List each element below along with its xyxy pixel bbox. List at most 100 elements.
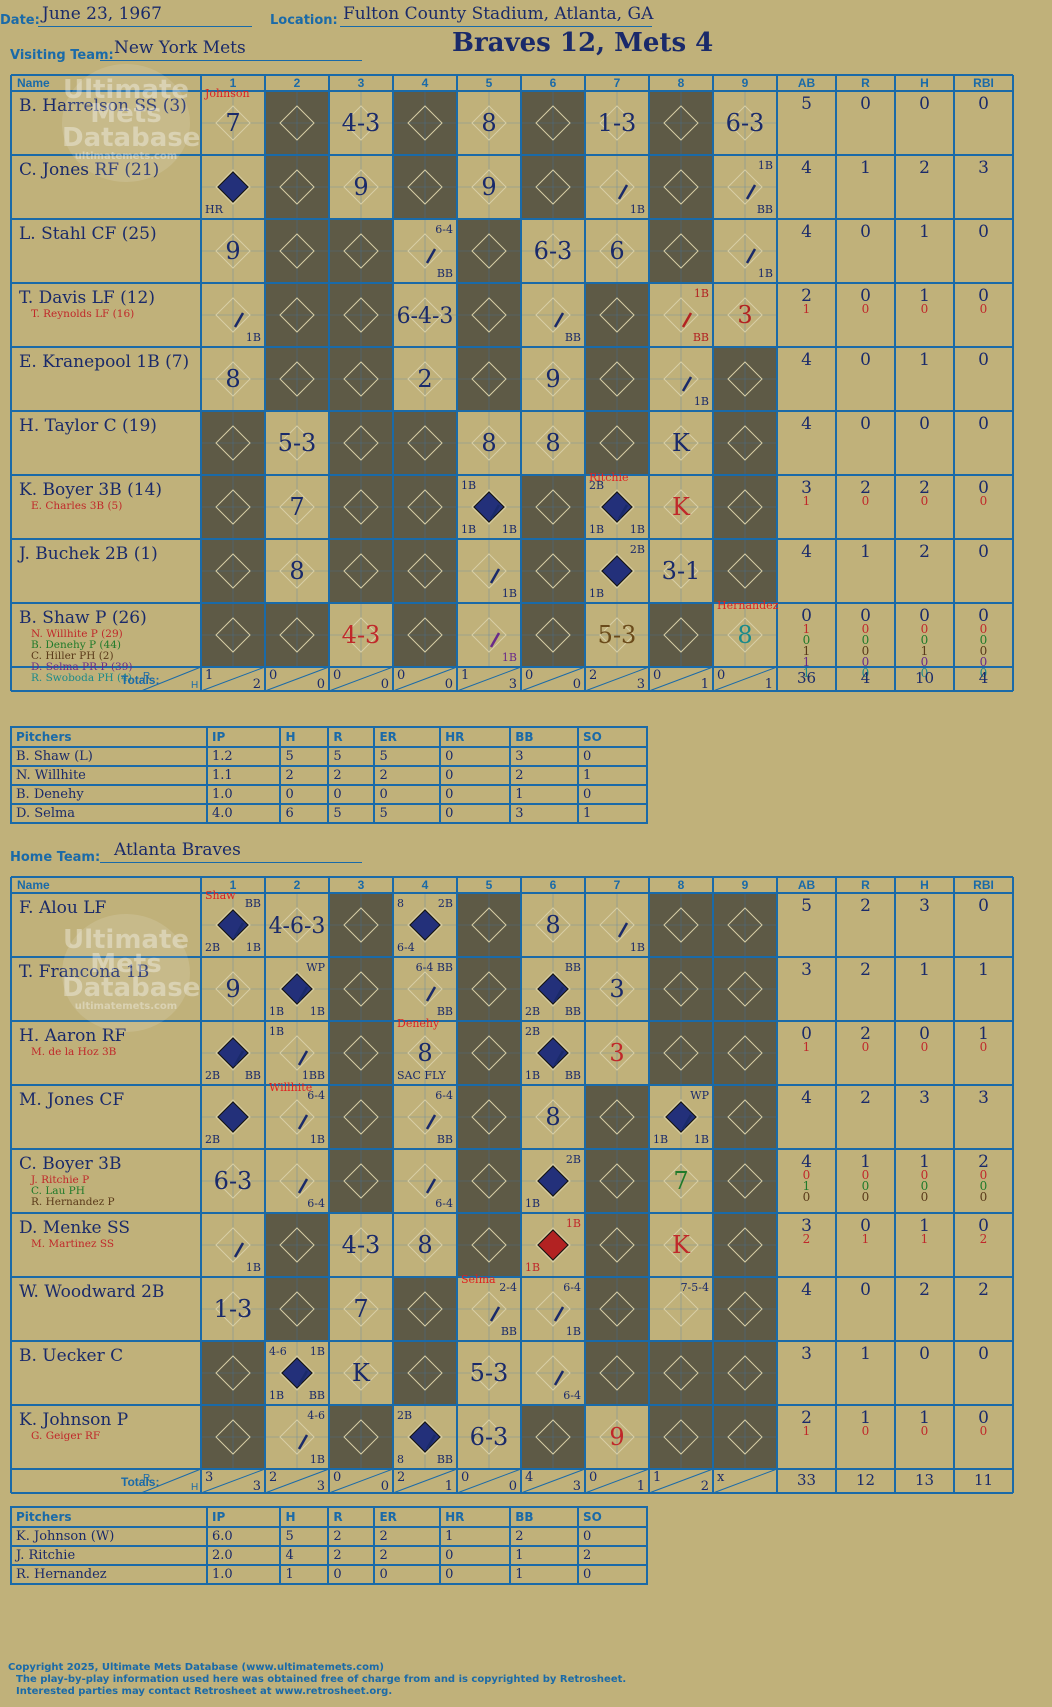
base-diamond <box>535 1355 571 1391</box>
inning-hits: 0 <box>317 677 325 692</box>
inning-runs: 0 <box>589 1470 597 1485</box>
base-diamond <box>471 297 507 333</box>
base-diamond <box>279 489 315 525</box>
base-diamond <box>727 233 763 269</box>
pitcher-col-header: HR <box>439 726 512 748</box>
inning-header: 5 <box>486 76 493 90</box>
base-diamond <box>535 1227 571 1263</box>
stat-value: 2 <box>919 542 930 562</box>
play-1-1: 7 Johnson <box>204 87 250 137</box>
base-note: 1B <box>566 1217 581 1230</box>
substitute-name: R. Hernandez P <box>31 1196 115 1208</box>
play-7-5: 1B 1B 1B <box>461 479 517 536</box>
inning-hits: 0 <box>573 677 581 692</box>
pitcher-row: B. Shaw (L) 1.2 5 5 5 0 3 0 <box>10 746 649 767</box>
play-result: 5-3 <box>598 621 637 649</box>
batter-name: M. Jones CF <box>19 1090 124 1110</box>
substitute-name: G. Geiger RF <box>31 1430 100 1442</box>
run-scored-diamond <box>409 909 441 941</box>
inning-runs: 2 <box>269 1470 277 1485</box>
base-diamond <box>215 105 251 141</box>
base-diamond <box>471 489 507 525</box>
base-diamond <box>663 105 699 141</box>
play-4-8: BB 1B <box>681 287 709 344</box>
base-note: 1B <box>461 479 476 492</box>
play-5-6: 2B 1B <box>525 1153 581 1210</box>
base-note: 1B <box>246 941 261 954</box>
base-diamond <box>663 1099 699 1135</box>
base-note: BB <box>757 203 773 216</box>
pitcher-col-header: R <box>327 726 376 748</box>
play-2-1: HR <box>205 171 249 216</box>
date-label: Date: <box>0 13 40 28</box>
play-result: 4-3 <box>342 109 381 137</box>
base-diamond <box>279 1035 315 1071</box>
stat-value: 1 <box>860 542 871 562</box>
base-diamond <box>407 297 443 333</box>
stat-value: 3 <box>919 1088 930 1108</box>
substitute-name: C. Lau PH <box>31 1185 85 1197</box>
pitcher-cell: 2 <box>509 765 579 786</box>
stat-value: 4 <box>801 350 812 370</box>
batter-name: H. Taylor C (19) <box>19 416 157 436</box>
base-note: BB <box>437 267 453 280</box>
stat-value: 0 <box>978 350 989 370</box>
base-diamond <box>663 169 699 205</box>
base-diamond <box>407 1227 443 1263</box>
stat-value: 0 <box>980 1190 988 1204</box>
substitute-name: M. Martinez SS <box>31 1238 114 1250</box>
base-diamond <box>471 617 507 653</box>
stat-value: 1 <box>919 1152 930 1172</box>
base-diamond <box>343 1163 379 1199</box>
pitcher-change-note: Ritchie <box>589 471 629 484</box>
batter-name: T. Davis LF (12) <box>19 288 155 308</box>
inning-hits: 1 <box>701 677 709 692</box>
visitors-scorecard: Name 1 2 3 4 5 6 7 8 9 AB R H RBI B. Harrelson SS (3) 5… <box>10 74 1032 714</box>
play-7-7: 1B 2B 1B Ritchie <box>589 471 645 536</box>
base-diamond <box>599 971 635 1007</box>
pitcher-change-note: Johnson <box>204 87 250 100</box>
base-diamond <box>343 297 379 333</box>
stat-value: 0 <box>862 1168 870 1182</box>
play-result: 3-1 <box>662 557 701 585</box>
stat-value: 0 <box>862 1179 870 1193</box>
location-label: Location: <box>270 13 338 28</box>
inning-hits: 3 <box>253 1479 261 1494</box>
stat-value: 0 <box>980 302 988 316</box>
total-stat: 12 <box>856 1471 875 1489</box>
base-note: 1B <box>525 1261 540 1274</box>
base-diamond <box>215 553 251 589</box>
base-note: 1B <box>694 287 709 300</box>
pitcher-col-header: H <box>279 1506 330 1528</box>
base-diamond <box>599 553 635 589</box>
stat-value: 2 <box>860 478 871 498</box>
pitcher-change-note: Denehy <box>397 1017 440 1030</box>
inning-header: 7 <box>614 76 621 90</box>
play-3-4: 8 SAC FLY Denehy <box>397 1017 447 1082</box>
pitcher-cell: 0 <box>576 1526 649 1547</box>
stat-value: 0 <box>980 655 988 669</box>
base-diamond <box>471 425 507 461</box>
base-note: 2B <box>205 1133 220 1146</box>
base-diamond <box>727 1035 763 1071</box>
base-note: BB <box>501 1325 517 1338</box>
play-result: 9 <box>353 173 368 201</box>
retrosheet-notice: The play-by-play information used here w… <box>16 1674 627 1685</box>
base-note: BB <box>565 961 581 974</box>
pitcher-col-header: ER <box>373 1506 442 1528</box>
stat-value: 2 <box>919 478 930 498</box>
base-diamond <box>215 233 251 269</box>
pitcher-cell: 0 <box>439 746 512 767</box>
base-note: 1B <box>246 331 261 344</box>
inning-runs: 1 <box>461 668 469 683</box>
base-diamond <box>599 169 635 205</box>
stat-value: 2 <box>801 286 812 306</box>
play-7-3: 7 <box>353 1295 368 1323</box>
play-8-3: K <box>352 1359 371 1387</box>
base-diamond <box>727 907 763 943</box>
stat-value: 1 <box>921 1232 929 1246</box>
play-2-2: 1B WP 1B <box>269 961 326 1018</box>
base-note: 1B <box>630 203 645 216</box>
base-diamond <box>471 1291 507 1327</box>
base-diamond <box>279 1291 315 1327</box>
